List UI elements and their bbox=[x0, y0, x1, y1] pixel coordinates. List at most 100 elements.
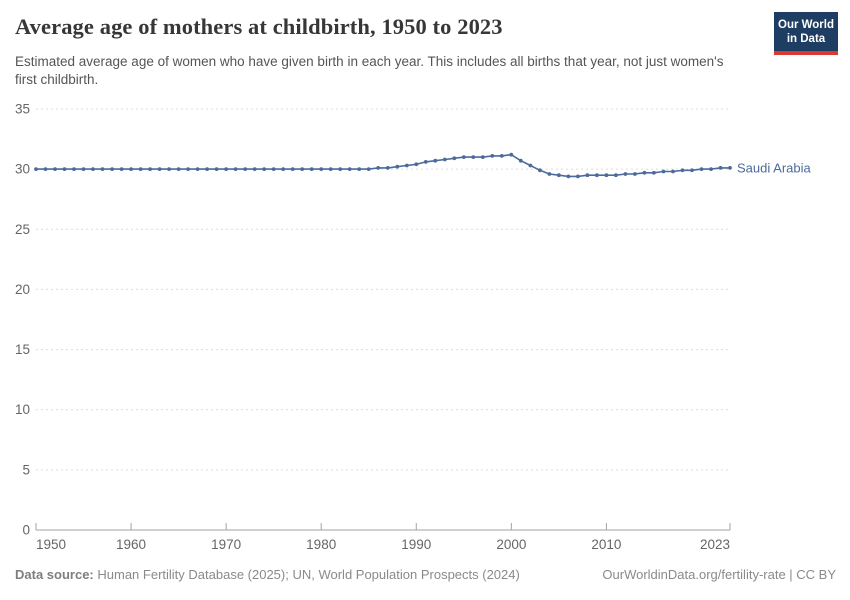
x-axis-tick-label: 1980 bbox=[306, 537, 336, 552]
data-point[interactable] bbox=[680, 168, 685, 173]
x-axis-tick-label: 1970 bbox=[211, 537, 241, 552]
data-point[interactable] bbox=[53, 167, 57, 172]
data-point[interactable] bbox=[499, 154, 504, 158]
data-point[interactable] bbox=[347, 167, 352, 172]
data-point[interactable] bbox=[195, 167, 200, 172]
data-point[interactable] bbox=[699, 167, 704, 172]
data-point[interactable] bbox=[423, 160, 428, 164]
data-point[interactable] bbox=[595, 173, 599, 178]
data-point[interactable] bbox=[176, 167, 181, 172]
data-point[interactable] bbox=[148, 167, 153, 172]
data-point[interactable] bbox=[300, 167, 305, 172]
x-axis-tick-label: 1990 bbox=[401, 537, 431, 552]
x-axis-tick-label: 2000 bbox=[496, 537, 526, 552]
data-point[interactable] bbox=[262, 167, 267, 172]
data-point[interactable] bbox=[205, 167, 210, 172]
y-axis-tick-label: 35 bbox=[15, 102, 30, 117]
data-point[interactable] bbox=[290, 167, 295, 172]
data-point[interactable] bbox=[138, 167, 143, 172]
data-point[interactable] bbox=[309, 167, 314, 172]
data-point[interactable] bbox=[557, 173, 561, 178]
data-point[interactable] bbox=[585, 173, 590, 178]
data-point[interactable] bbox=[385, 166, 390, 170]
data-point[interactable] bbox=[652, 170, 656, 175]
data-point[interactable] bbox=[157, 167, 162, 172]
data-point[interactable] bbox=[366, 167, 371, 172]
chart-subtitle: Estimated average age of women who have … bbox=[15, 54, 724, 87]
x-axis-tick-label: 1950 bbox=[36, 537, 66, 552]
data-point[interactable] bbox=[471, 155, 476, 160]
series-end-label[interactable]: Saudi Arabia bbox=[737, 160, 811, 175]
data-point[interactable] bbox=[100, 167, 105, 172]
data-point[interactable] bbox=[43, 167, 48, 172]
y-axis-tick-label: 20 bbox=[15, 282, 30, 297]
data-point[interactable] bbox=[709, 167, 713, 172]
data-point[interactable] bbox=[119, 167, 124, 172]
data-point[interactable] bbox=[34, 167, 38, 172]
y-axis-tick-label: 5 bbox=[22, 462, 30, 477]
data-point[interactable] bbox=[186, 167, 191, 172]
data-point[interactable] bbox=[414, 162, 419, 167]
data-source-text: Human Fertility Database (2025); UN, Wor… bbox=[97, 567, 520, 582]
data-point[interactable] bbox=[91, 167, 95, 172]
data-point[interactable] bbox=[271, 167, 276, 172]
data-point[interactable] bbox=[718, 166, 723, 170]
y-axis-tick-label: 25 bbox=[15, 222, 30, 237]
y-axis-tick-label: 0 bbox=[22, 523, 30, 538]
footer: Data source: Human Fertility Database (2… bbox=[15, 567, 836, 582]
data-point[interactable] bbox=[614, 173, 618, 178]
data-point[interactable] bbox=[490, 154, 495, 158]
data-point[interactable] bbox=[461, 155, 466, 160]
data-point[interactable] bbox=[518, 158, 523, 163]
data-point[interactable] bbox=[690, 168, 694, 173]
data-point[interactable] bbox=[528, 163, 533, 168]
data-point[interactable] bbox=[328, 167, 333, 172]
page-title: Average age of mothers at childbirth, 19… bbox=[15, 14, 503, 39]
data-point[interactable] bbox=[480, 155, 485, 160]
data-point[interactable] bbox=[442, 157, 447, 162]
owid-logo[interactable]: Our World in Data bbox=[774, 12, 838, 56]
x-axis-tick-label: 2010 bbox=[591, 537, 621, 552]
data-point[interactable] bbox=[433, 158, 438, 163]
data-point[interactable] bbox=[661, 169, 666, 174]
data-point[interactable] bbox=[547, 172, 552, 176]
data-point[interactable] bbox=[62, 167, 67, 172]
data-point[interactable] bbox=[281, 167, 286, 172]
owid-logo-line1: Our World bbox=[778, 19, 835, 31]
data-point[interactable] bbox=[671, 169, 675, 174]
data-point[interactable] bbox=[642, 170, 647, 175]
data-point[interactable] bbox=[129, 167, 134, 172]
x-axis-tick-label: 2023 bbox=[700, 537, 730, 552]
data-point[interactable] bbox=[319, 167, 324, 172]
data-point[interactable] bbox=[243, 167, 248, 172]
owid-logo-line2: in Data bbox=[786, 33, 826, 46]
y-axis-tick-label: 10 bbox=[15, 402, 30, 417]
data-point[interactable] bbox=[566, 174, 571, 179]
data-point[interactable] bbox=[728, 166, 732, 170]
data-point[interactable] bbox=[167, 167, 172, 172]
data-point[interactable] bbox=[357, 167, 362, 172]
data-point[interactable] bbox=[110, 167, 114, 172]
data-point[interactable] bbox=[233, 167, 238, 172]
data-point[interactable] bbox=[376, 166, 381, 170]
data-point[interactable] bbox=[623, 172, 628, 176]
data-point[interactable] bbox=[81, 167, 86, 172]
footer-link[interactable]: OurWorldinData.org/fertility-rate | CC B… bbox=[602, 567, 836, 582]
data-point[interactable] bbox=[395, 164, 400, 169]
data-point[interactable] bbox=[224, 167, 229, 172]
data-point[interactable] bbox=[214, 167, 219, 172]
data-point[interactable] bbox=[338, 167, 343, 172]
data-point[interactable] bbox=[538, 168, 542, 173]
y-axis-tick-label: 15 bbox=[15, 342, 30, 357]
data-point[interactable] bbox=[252, 167, 257, 172]
data-point[interactable] bbox=[633, 172, 637, 176]
data-source: Data source: Human Fertility Database (2… bbox=[15, 567, 520, 582]
data-point[interactable] bbox=[452, 156, 457, 161]
data-point[interactable] bbox=[604, 173, 609, 178]
data-point[interactable] bbox=[509, 152, 514, 157]
data-point[interactable] bbox=[72, 167, 76, 172]
data-point[interactable] bbox=[404, 163, 409, 168]
data-point[interactable] bbox=[576, 174, 580, 179]
